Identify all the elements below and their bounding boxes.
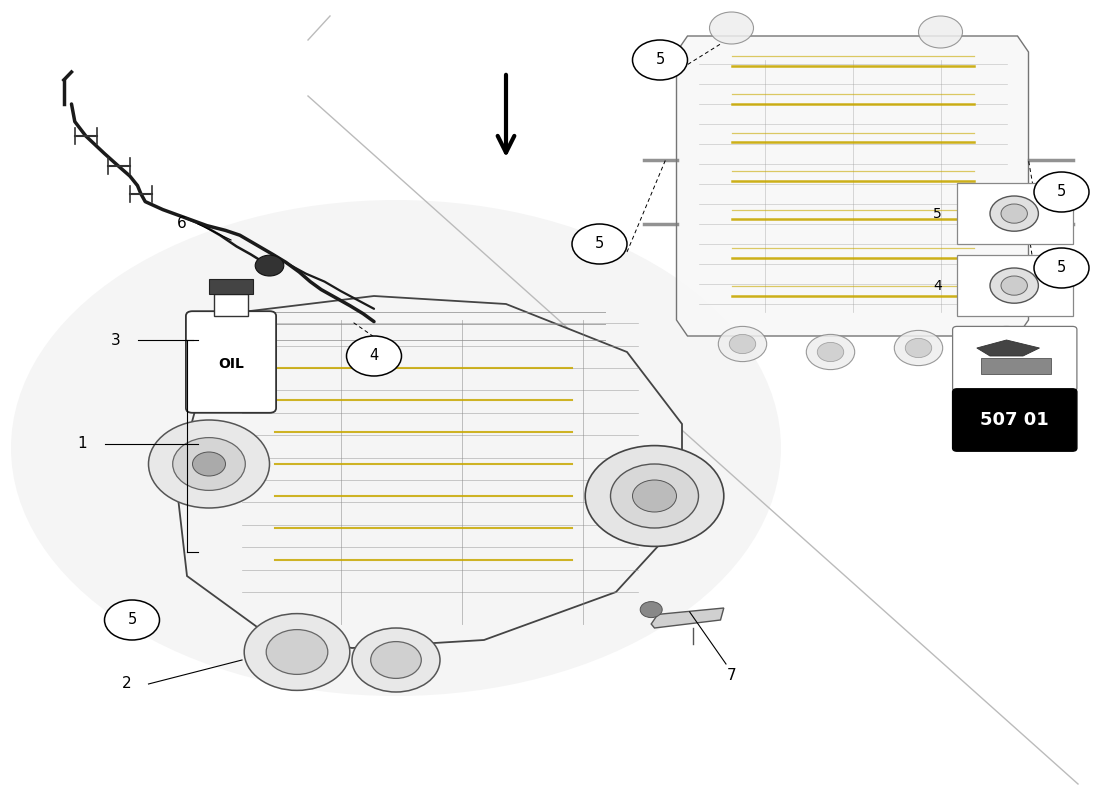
Bar — [214, 294, 248, 316]
Circle shape — [1034, 248, 1089, 288]
Text: 5: 5 — [128, 613, 136, 627]
Polygon shape — [651, 608, 724, 628]
Text: europ@rts: europ@rts — [184, 429, 410, 467]
Circle shape — [806, 334, 855, 370]
Circle shape — [266, 630, 328, 674]
Circle shape — [192, 452, 226, 476]
Circle shape — [990, 196, 1038, 231]
Circle shape — [1001, 204, 1027, 223]
Text: 5: 5 — [656, 53, 664, 67]
FancyBboxPatch shape — [953, 389, 1077, 451]
FancyBboxPatch shape — [957, 183, 1072, 244]
Text: 4: 4 — [933, 278, 942, 293]
Polygon shape — [676, 36, 1028, 336]
Circle shape — [173, 438, 245, 490]
Circle shape — [894, 330, 943, 366]
Circle shape — [918, 16, 962, 48]
Circle shape — [632, 480, 676, 512]
FancyBboxPatch shape — [186, 311, 276, 413]
Text: 1: 1 — [78, 437, 87, 451]
Circle shape — [610, 464, 698, 528]
Circle shape — [244, 614, 350, 690]
Circle shape — [1034, 172, 1089, 212]
Circle shape — [718, 326, 767, 362]
Circle shape — [640, 602, 662, 618]
Text: 2: 2 — [122, 677, 131, 691]
Polygon shape — [176, 296, 682, 648]
Circle shape — [255, 255, 284, 276]
Text: 6: 6 — [177, 217, 186, 231]
Circle shape — [572, 224, 627, 264]
Circle shape — [710, 12, 754, 44]
Circle shape — [104, 600, 160, 640]
Circle shape — [371, 642, 421, 678]
Circle shape — [585, 446, 724, 546]
Circle shape — [352, 628, 440, 692]
Ellipse shape — [11, 200, 781, 696]
Circle shape — [905, 338, 932, 358]
Polygon shape — [981, 358, 1050, 374]
Text: 4: 4 — [370, 349, 378, 363]
Text: 7: 7 — [727, 669, 736, 683]
Circle shape — [990, 268, 1038, 303]
Text: OIL: OIL — [218, 357, 244, 371]
Text: 5: 5 — [933, 206, 942, 221]
FancyBboxPatch shape — [957, 255, 1072, 316]
Text: a passion for parts: a passion for parts — [279, 503, 447, 521]
Circle shape — [817, 342, 844, 362]
Circle shape — [632, 40, 688, 80]
Text: 5: 5 — [1057, 185, 1066, 199]
Circle shape — [148, 420, 270, 508]
Text: 5: 5 — [1057, 261, 1066, 275]
Circle shape — [982, 326, 1031, 362]
FancyBboxPatch shape — [953, 326, 1077, 391]
Circle shape — [1001, 276, 1027, 295]
Text: 5: 5 — [595, 237, 604, 251]
Polygon shape — [977, 340, 1040, 356]
Circle shape — [729, 334, 756, 354]
Bar — [209, 279, 253, 294]
Text: 3: 3 — [111, 333, 120, 347]
Circle shape — [993, 334, 1020, 354]
Text: 507 01: 507 01 — [980, 411, 1048, 429]
Circle shape — [346, 336, 402, 376]
